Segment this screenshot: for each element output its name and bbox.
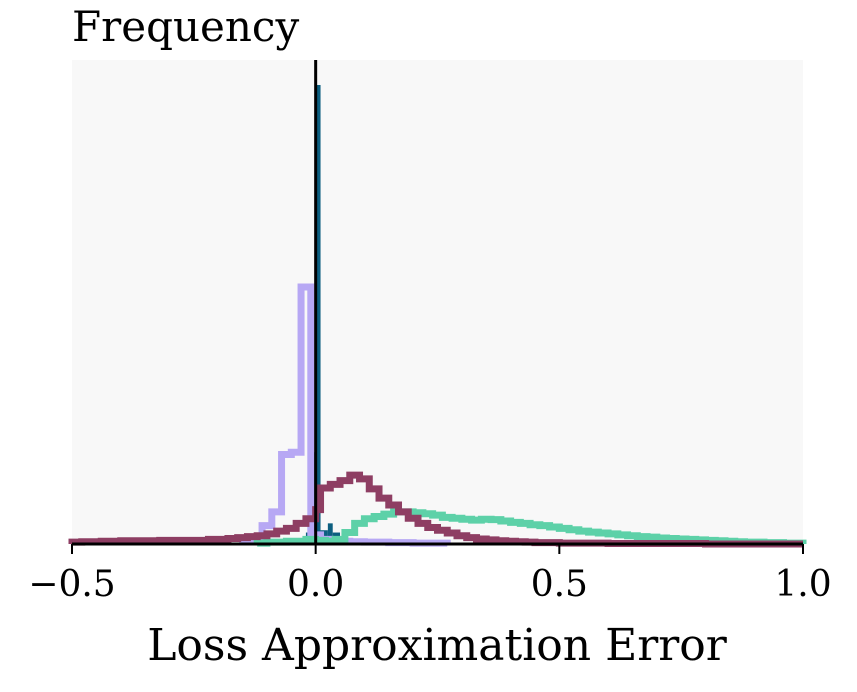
- plot-area-background: [72, 60, 803, 544]
- x-tick-label: 1.0: [774, 564, 831, 605]
- x-axis-label: Loss Approximation Error: [147, 620, 728, 671]
- x-tick-label: 0.5: [531, 564, 588, 605]
- histogram-bar: [327, 523, 333, 544]
- x-ticks: −0.5 0.0 0.5 1.0: [28, 544, 832, 605]
- x-tick-label: −0.5: [28, 564, 115, 605]
- histogram-bar: [315, 85, 321, 544]
- histogram-step-series-4: [68, 471, 803, 548]
- x-tick-label: 0.0: [287, 564, 344, 605]
- y-axis-label: Frequency: [72, 2, 300, 51]
